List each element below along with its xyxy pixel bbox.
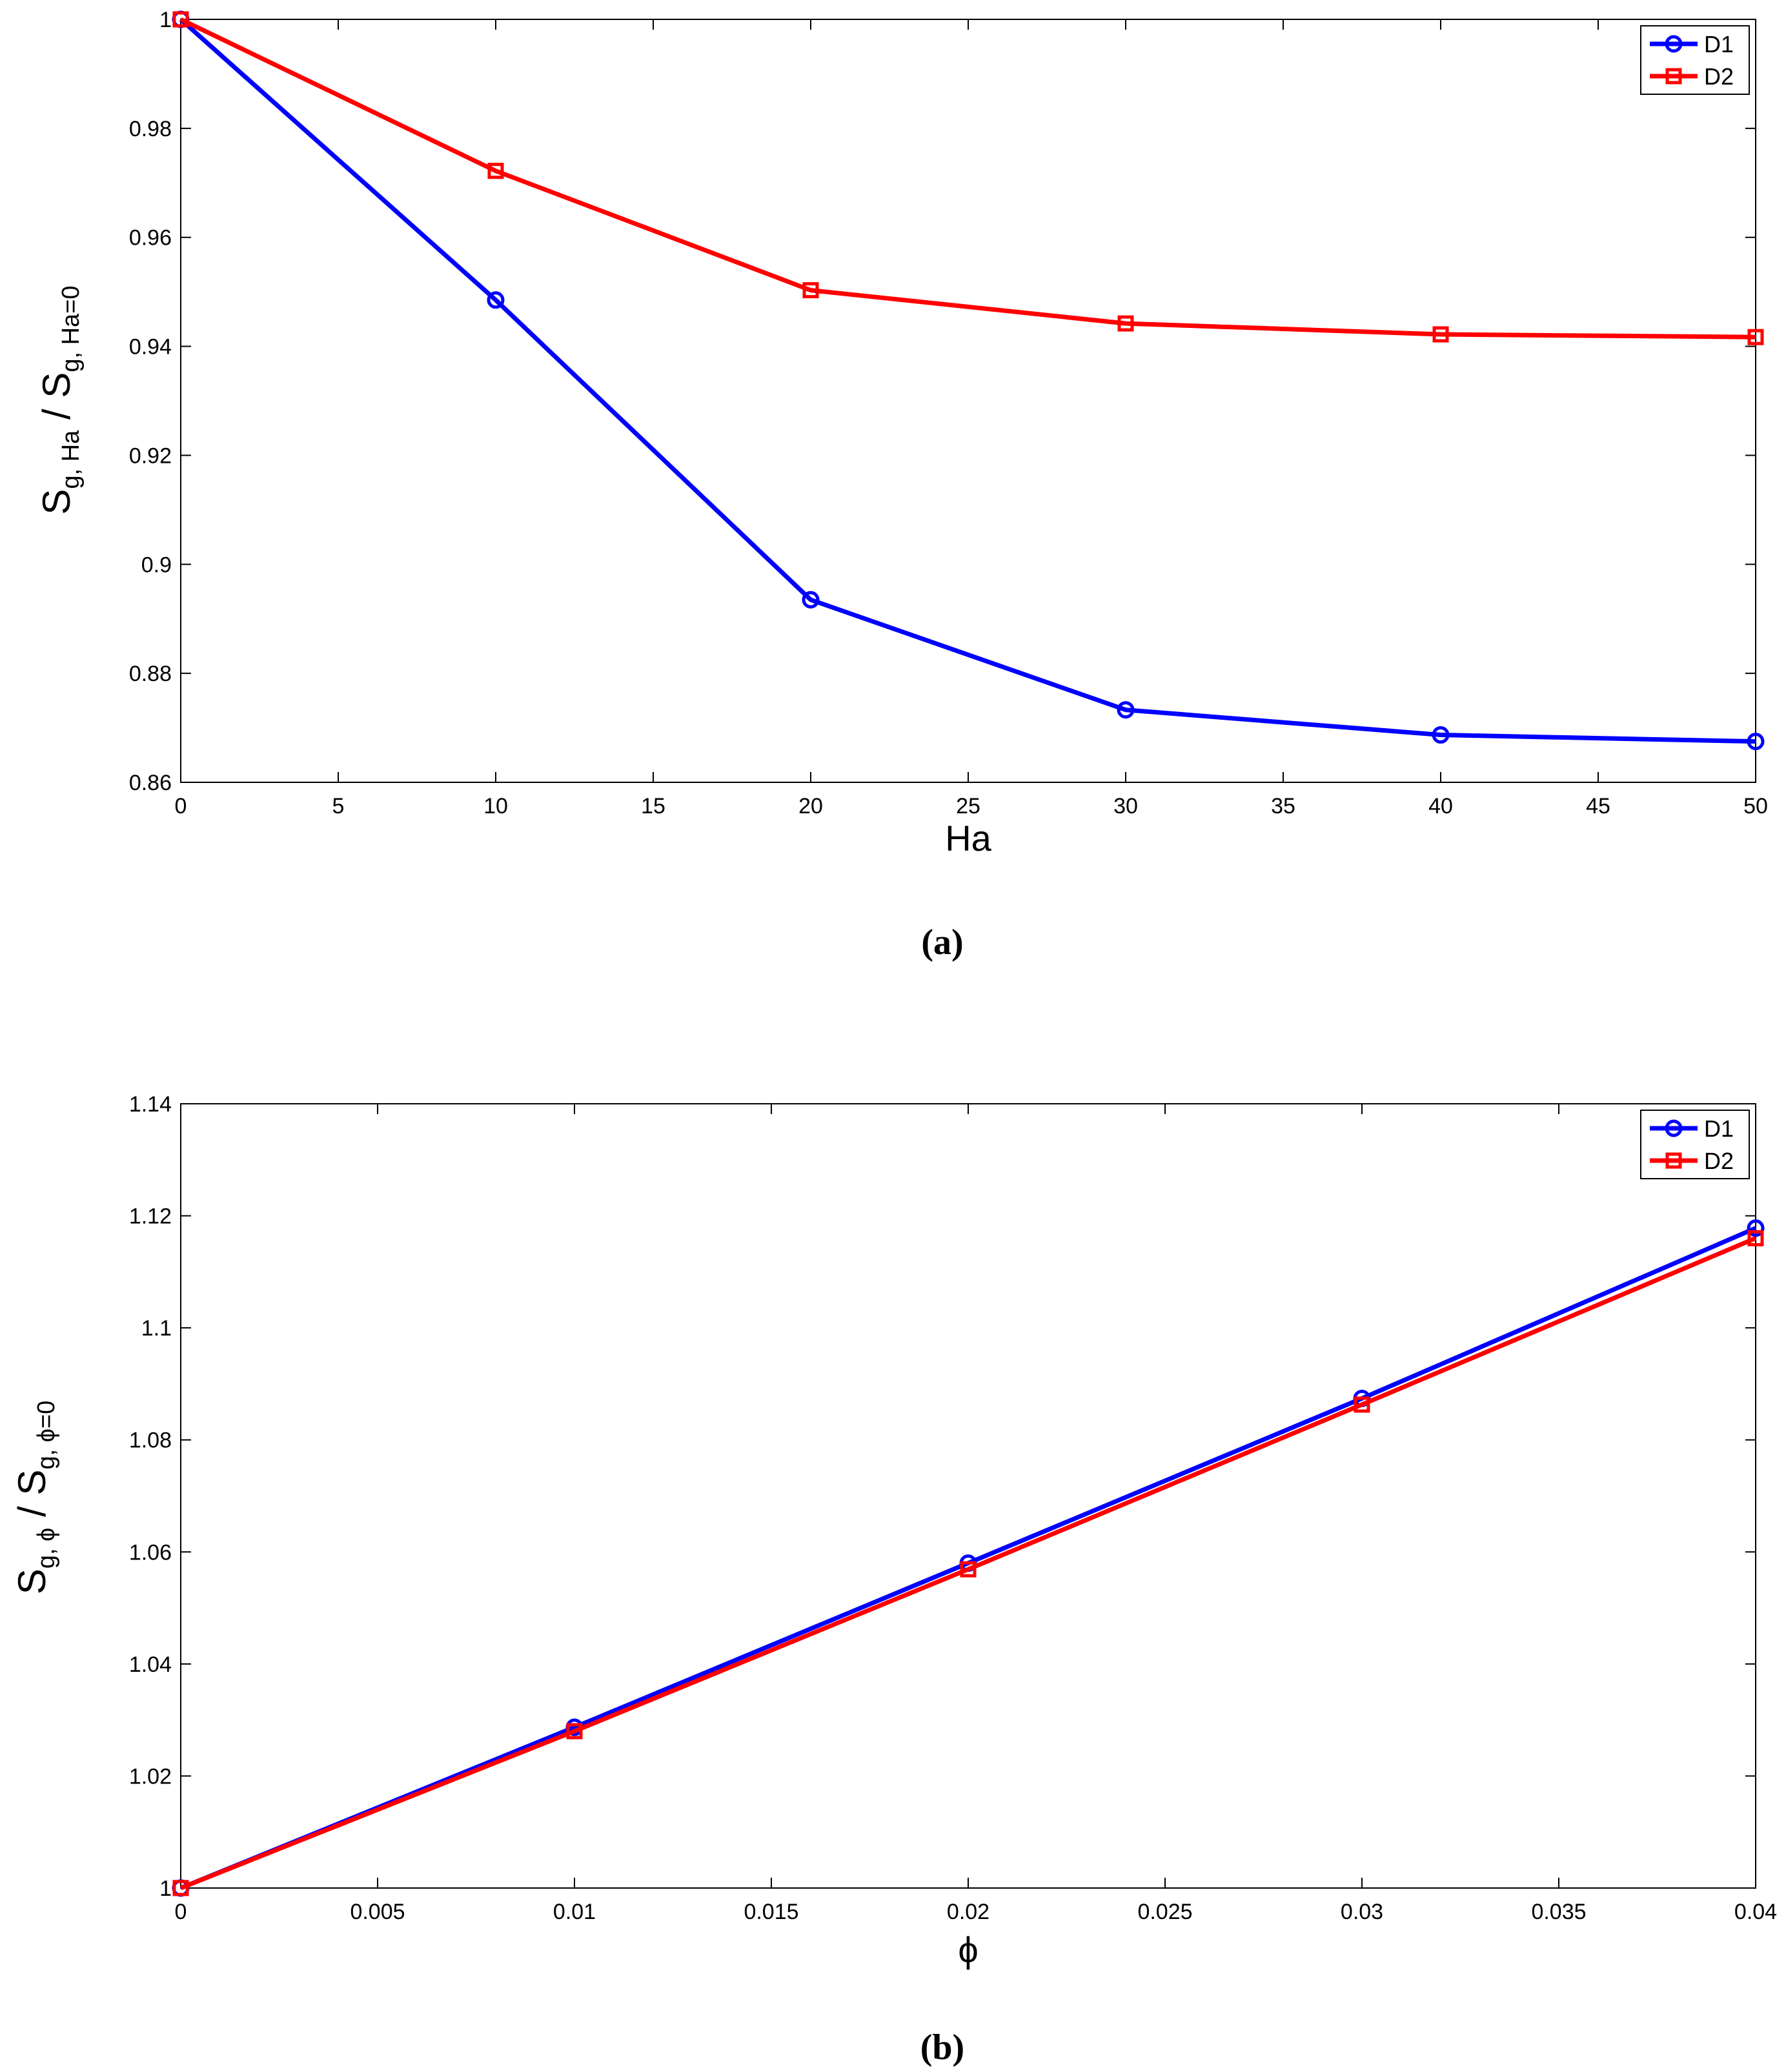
x-tick-label: 25 <box>956 794 980 818</box>
y-label-part-sub1: g, Ha <box>57 430 85 489</box>
legend-label-d1: D1 <box>1704 31 1734 57</box>
x-tick-label: 0.025 <box>1137 1900 1192 1924</box>
y-tick-label: 1.04 <box>129 1652 172 1677</box>
data-point-d2 <box>1747 329 1764 345</box>
data-point-d2 <box>1354 1396 1370 1413</box>
x-tick-label: 0.005 <box>350 1900 405 1924</box>
data-point-d2 <box>172 1880 189 1896</box>
y-tick-label: 1.02 <box>129 1764 172 1789</box>
x-tick-label: 30 <box>1113 794 1138 818</box>
x-tick-label: 5 <box>332 794 345 818</box>
x-tick-label: 15 <box>641 794 665 818</box>
x-axis-label-a: Ha <box>945 818 991 858</box>
series-line-d2-b <box>179 1236 1757 1891</box>
x-tick-label: 45 <box>1586 794 1610 818</box>
y-label-part-mid: / S <box>35 372 78 431</box>
y-label-part-main: S <box>35 489 78 514</box>
y-axis-label-a: Sg, Ha / Sg, Ha=0 <box>35 285 85 514</box>
x-tick-label: 0.03 <box>1341 1900 1383 1924</box>
data-point-d2 <box>1747 1230 1764 1246</box>
legend-label-d2: D2 <box>1704 1148 1734 1174</box>
legend-marker-d2 <box>1665 68 1682 85</box>
y-tick-label: 0.86 <box>129 771 172 795</box>
axes-box-b <box>180 1103 1756 1889</box>
data-point-d1 <box>487 291 505 309</box>
y-label-part-sub2: g, Ha=0 <box>57 285 85 372</box>
data-point-d1 <box>802 591 820 609</box>
x-tick-label: 0.035 <box>1531 1900 1586 1924</box>
y-tick-label: 0.98 <box>129 117 172 141</box>
y-tick-label: 0.92 <box>129 443 172 468</box>
legend-label-d1: D1 <box>1704 1115 1734 1142</box>
legend-marker-d1 <box>1665 1119 1683 1137</box>
series-line-d1-a <box>179 17 1756 744</box>
x-tick-label: 0.02 <box>947 1900 989 1924</box>
y-tick-label: 0.96 <box>129 226 172 250</box>
x-tick-label: 0 <box>175 794 187 818</box>
legend-label-d2: D2 <box>1704 63 1734 90</box>
caption-a: (a) <box>921 922 963 962</box>
y-tick-label: 0.94 <box>129 335 172 360</box>
x-tick-label: 10 <box>483 794 508 818</box>
y-tick-label: 1.1 <box>141 1316 172 1341</box>
x-axis-label-b: ϕ <box>958 1929 978 1970</box>
chart-panel-b: 0 0.005 0.01 0.015 0.02 0.025 0.03 0.035 0.04 1 1.… <box>10 1092 1777 2067</box>
x-tick-label: 50 <box>1743 794 1768 818</box>
legend-marker-d2 <box>1665 1152 1682 1169</box>
y-tick-label: 0.88 <box>129 662 172 686</box>
y-tick-label: 1.06 <box>129 1540 172 1565</box>
x-tick-label: 35 <box>1271 794 1295 818</box>
series-line-d2-a <box>179 17 1756 340</box>
y-tick-label: 1.12 <box>129 1204 172 1229</box>
y-tick-label: 1 <box>159 8 172 32</box>
data-point-d2 <box>1117 315 1134 332</box>
chart-panel-a: 0 5 10 15 20 25 30 35 40 45 50 0.86 0.88 0.9 0.92 0.94 0… <box>35 8 1768 962</box>
y-label-part-mid: / S <box>10 1470 54 1528</box>
data-point-d2 <box>566 1723 583 1740</box>
legend-box <box>1640 1110 1750 1179</box>
data-point-d1 <box>1432 726 1450 744</box>
x-tick-label: 0 <box>175 1900 187 1924</box>
x-tick-label: 40 <box>1428 794 1453 818</box>
y-tick-label: 1.14 <box>129 1092 172 1117</box>
x-tick-label: 0.01 <box>553 1900 596 1924</box>
y-label-part-main: S <box>10 1569 54 1594</box>
data-point-d2 <box>802 282 819 299</box>
series-line-d1-b <box>179 1226 1757 1891</box>
legend-marker-d1 <box>1665 35 1683 53</box>
data-point-d1 <box>1747 733 1765 751</box>
y-axis-label-b: Sg, ϕ / Sg, ϕ=0 <box>10 1401 60 1594</box>
data-point-d1 <box>1117 701 1135 719</box>
y-tick-label: 1.08 <box>129 1428 172 1453</box>
data-point-d2 <box>487 163 504 179</box>
x-tick-label: 20 <box>798 794 823 818</box>
data-point-d2 <box>1432 326 1449 343</box>
data-point-d2 <box>960 1561 977 1578</box>
x-tick-label: 0.04 <box>1734 1900 1777 1924</box>
legend-box <box>1640 25 1750 95</box>
data-point-d2 <box>172 11 189 28</box>
y-label-part-sub2: g, ϕ=0 <box>33 1401 60 1470</box>
caption-b: (b) <box>920 2027 964 2067</box>
y-tick-label: 0.9 <box>141 553 172 577</box>
x-tick-label: 0.015 <box>744 1900 798 1924</box>
y-tick-label: 1 <box>159 1876 172 1901</box>
data-point-d1 <box>1747 1219 1765 1237</box>
y-label-part-sub1: g, ϕ <box>33 1528 60 1569</box>
